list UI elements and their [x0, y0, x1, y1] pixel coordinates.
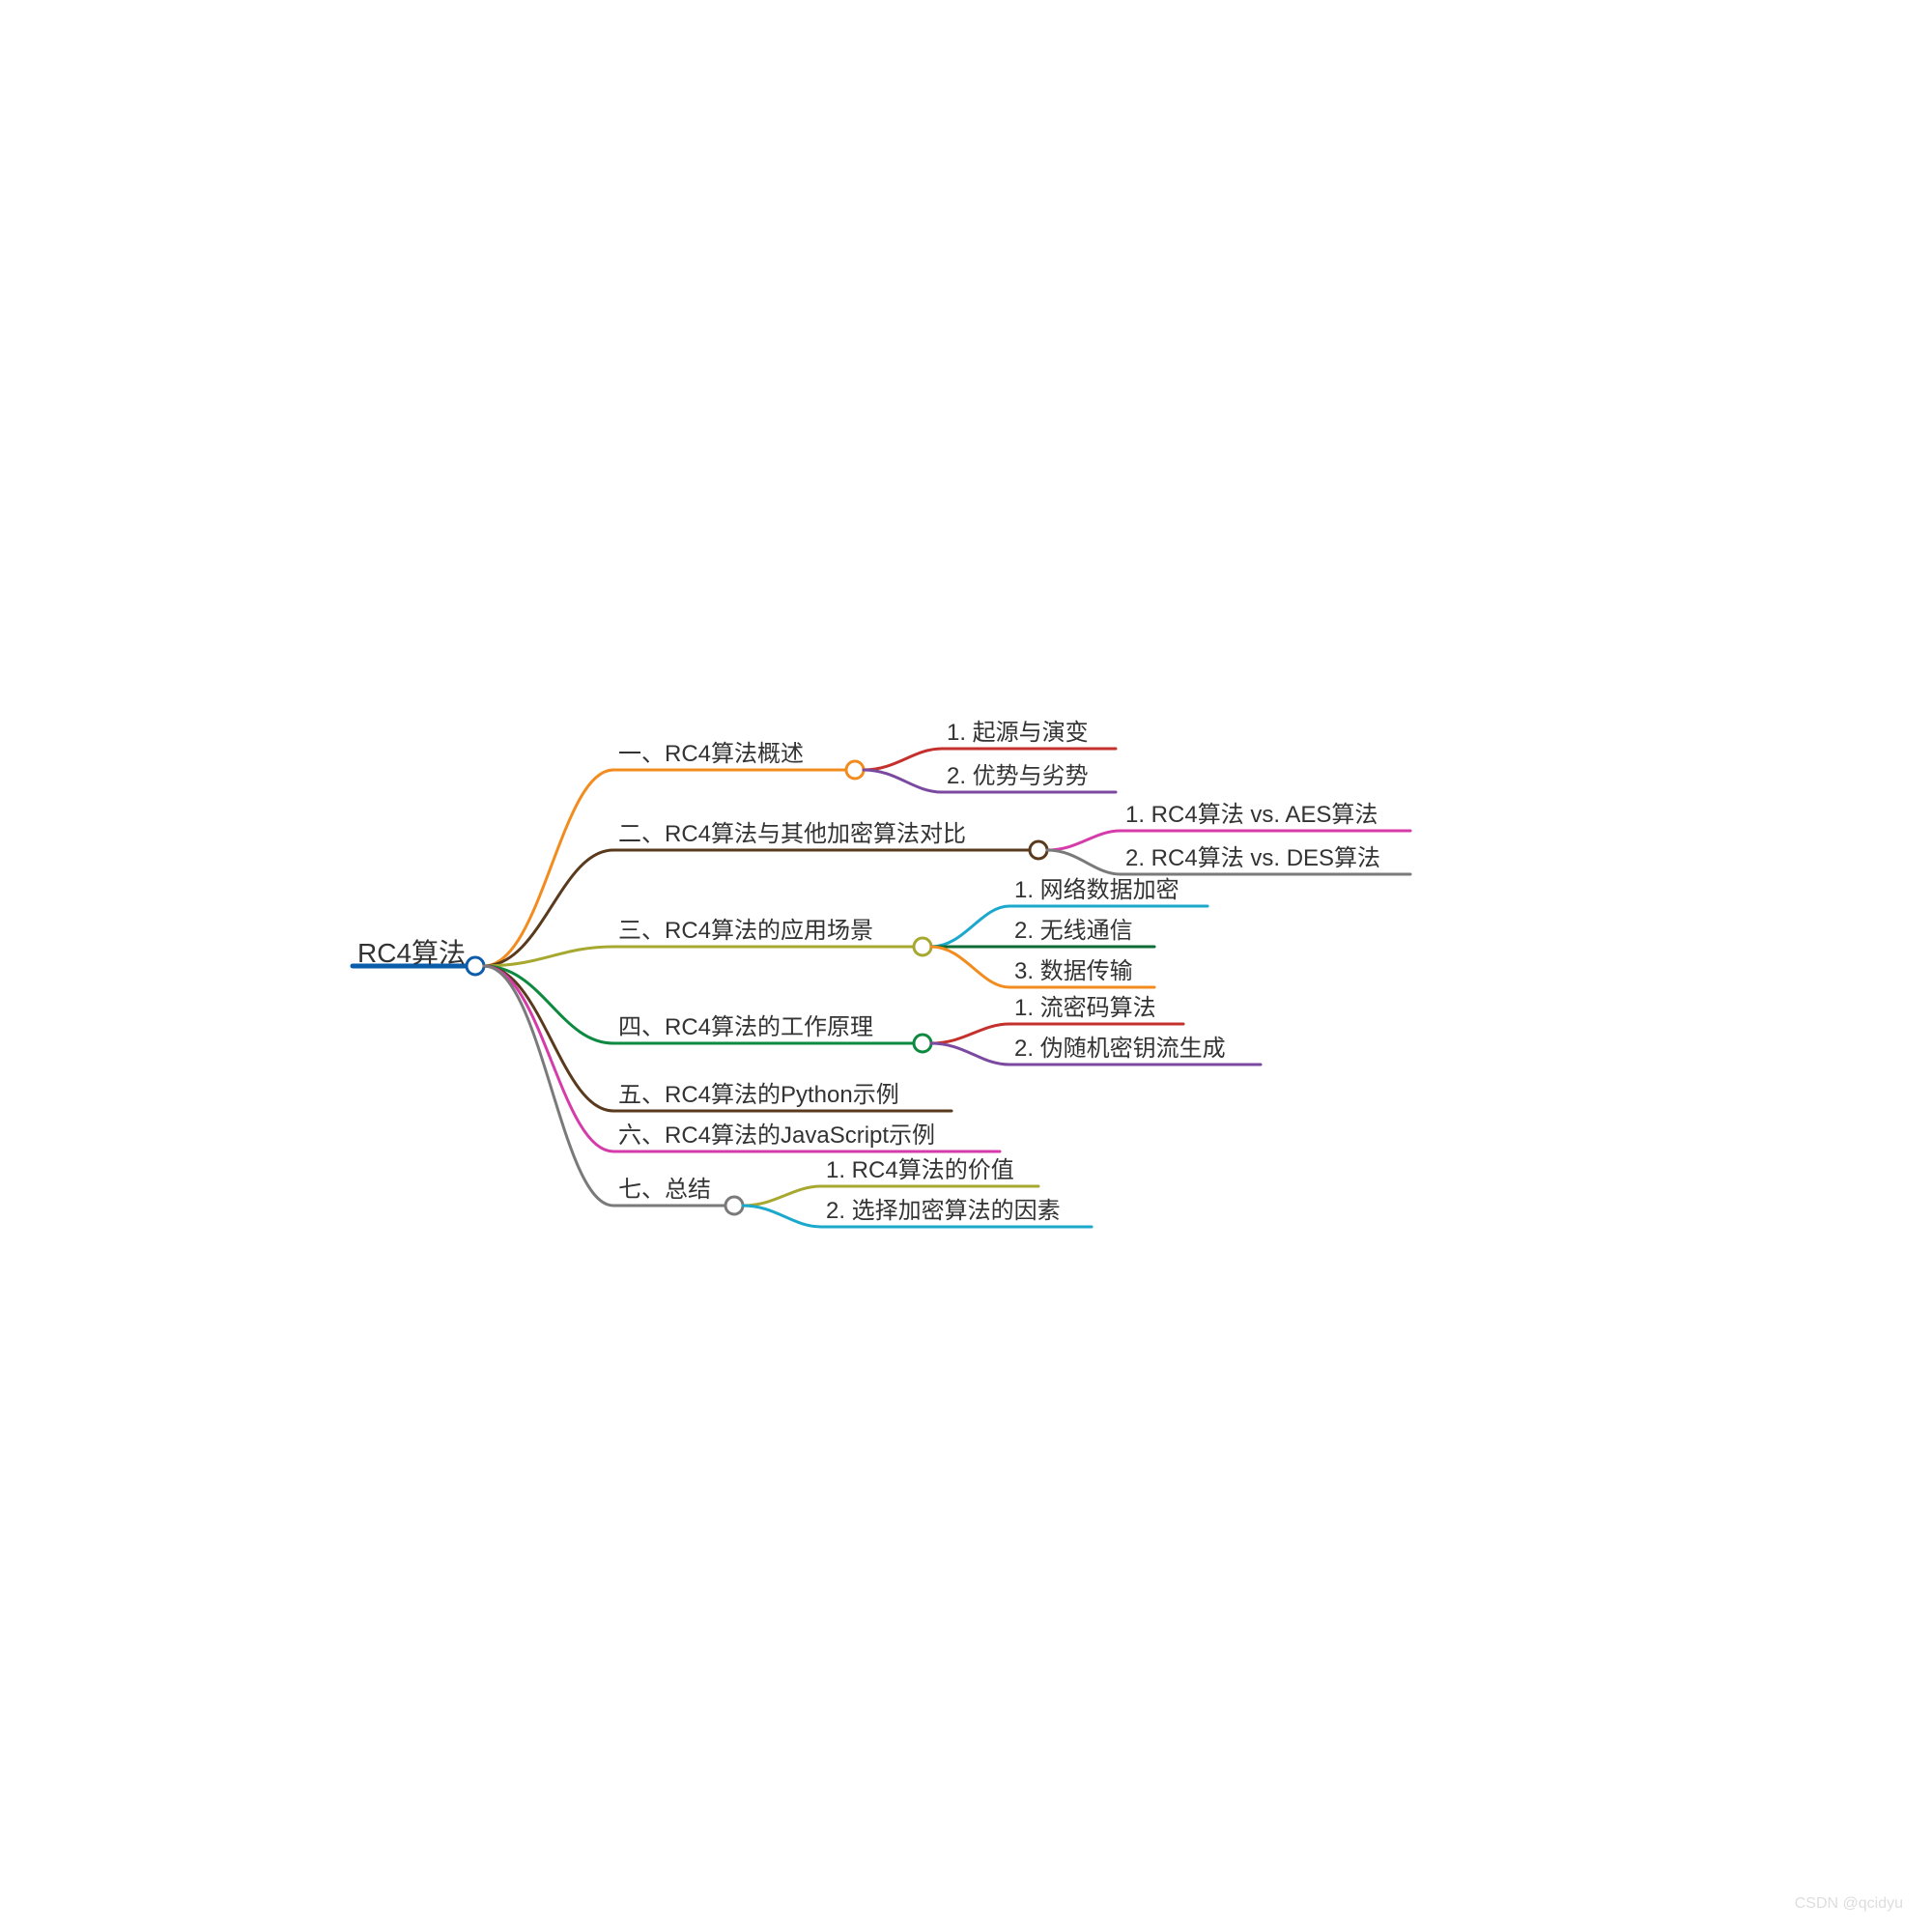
root-node: RC4算法 — [357, 937, 466, 970]
branch-5: 五、RC4算法的Python示例 — [618, 1082, 899, 1110]
branch-2-child-1: 1. RC4算法 vs. AES算法 — [1125, 802, 1378, 830]
branch-7: 七、总结 — [618, 1177, 711, 1205]
branch-1: 一、RC4算法概述 — [618, 741, 804, 769]
watermark: CSDN @qcidyu — [1795, 1895, 1903, 1913]
branch-2: 二、RC4算法与其他加密算法对比 — [618, 821, 966, 849]
branch-1-child-1: 1. 起源与演变 — [947, 720, 1089, 748]
branch-4-child-2: 2. 伪随机密钥流生成 — [1014, 1036, 1226, 1064]
branch-2-child-2: 2. RC4算法 vs. DES算法 — [1125, 845, 1380, 873]
branch-7-child-1: 1. RC4算法的价值 — [826, 1157, 1014, 1185]
branch-7-child-2: 2. 选择加密算法的因素 — [826, 1198, 1061, 1226]
branch-4: 四、RC4算法的工作原理 — [618, 1014, 873, 1042]
branch-3: 三、RC4算法的应用场景 — [618, 918, 873, 946]
branch-3-child-1: 1. 网络数据加密 — [1014, 877, 1179, 905]
branch-3-child-2: 2. 无线通信 — [1014, 918, 1133, 946]
mindmap-canvas — [0, 0, 1932, 1932]
branch-1-child-2: 2. 优势与劣势 — [947, 763, 1089, 791]
branch-3-child-3: 3. 数据传输 — [1014, 958, 1133, 986]
branch-6: 六、RC4算法的JavaScript示例 — [618, 1122, 935, 1151]
branch-4-child-1: 1. 流密码算法 — [1014, 995, 1156, 1023]
